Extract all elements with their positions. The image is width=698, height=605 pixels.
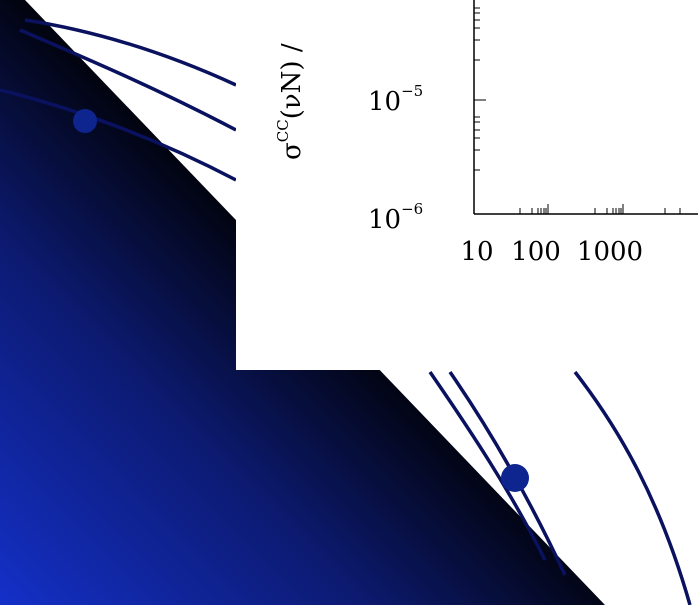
text-part: 10: [368, 205, 401, 235]
text-part: 10: [368, 87, 401, 117]
text-part: (νN) /: [277, 43, 307, 119]
x-tick-label: 10: [460, 237, 493, 267]
text-part: −6: [401, 200, 423, 218]
x-tick-label: 1000: [577, 237, 643, 267]
y-axis-label: σCC(νN) /: [274, 43, 307, 160]
text-part: CC: [274, 119, 292, 142]
decor-dot: [73, 109, 97, 133]
text-part: −5: [401, 82, 423, 100]
slide: 10−5 10−6 10 100 1000 σCC(νN) /: [0, 0, 698, 605]
x-tick-label: 100: [511, 237, 561, 267]
decor-dot: [501, 464, 529, 492]
text-part: σ: [277, 142, 307, 160]
